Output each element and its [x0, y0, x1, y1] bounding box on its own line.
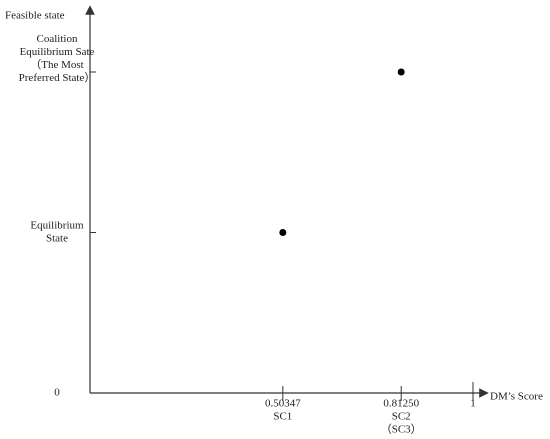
x-tick-label: 0.50347 — [265, 398, 301, 410]
x-tick-label: 1 — [470, 398, 476, 410]
y-tick-label: Preferred State） — [19, 71, 96, 84]
point — [397, 68, 405, 76]
x-tick-label: 0.81250 — [383, 398, 419, 410]
point-name: SC1 — [273, 411, 292, 423]
y-tick-label: Coalition — [37, 33, 78, 45]
y-tick-label: Equilibrium — [30, 220, 84, 232]
x-title: DM’s Score — [490, 391, 543, 403]
point-name: （SC3） — [381, 423, 422, 436]
y-title: Feasible state — [5, 10, 65, 22]
point-name: SC2 — [392, 411, 411, 423]
y-tick-label: State — [46, 233, 68, 245]
y-tick-label: Equilibrium Sate — [20, 46, 95, 58]
y-tick-label: 0 — [54, 387, 60, 399]
y-tick-label: （The Most — [30, 58, 83, 71]
point — [279, 229, 287, 236]
